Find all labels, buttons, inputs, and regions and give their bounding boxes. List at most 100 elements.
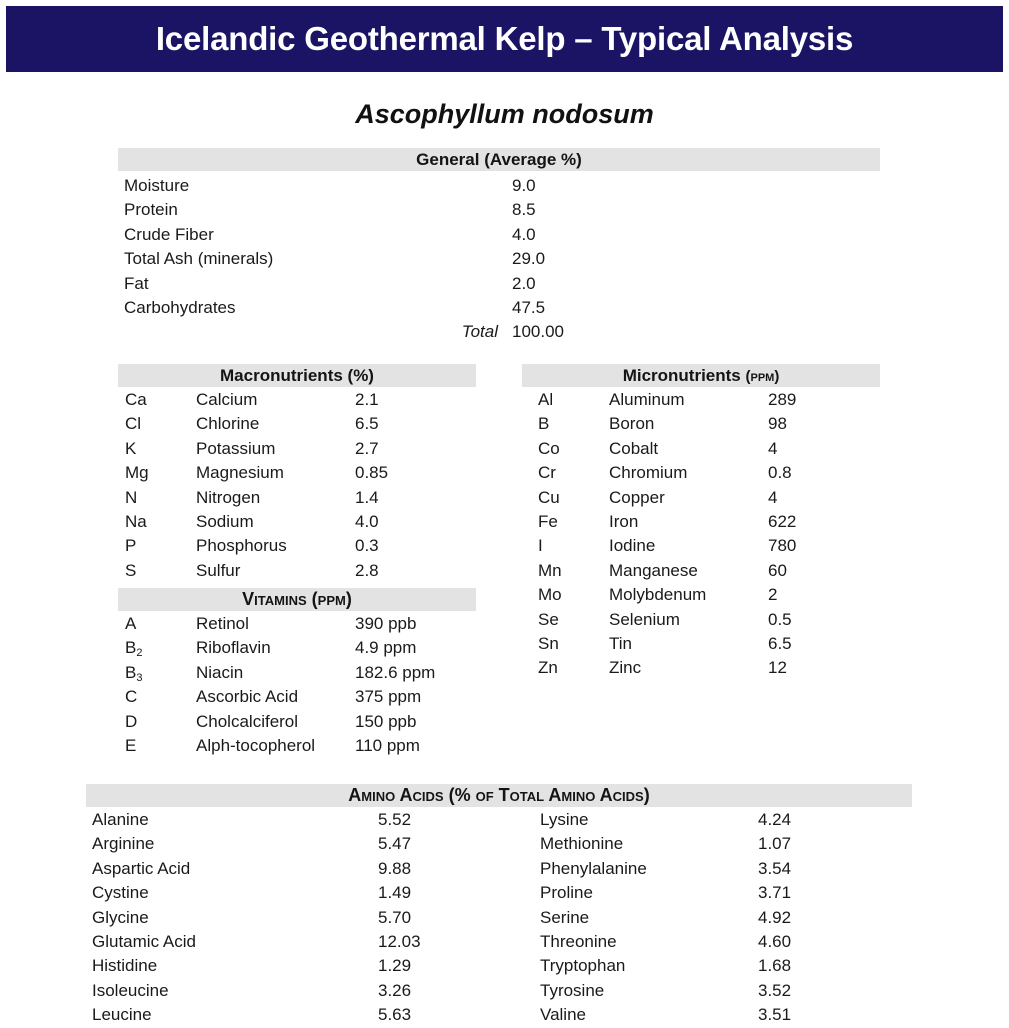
table-row: Zn Zinc 12 xyxy=(538,656,898,680)
macronutrient-name: Potassium xyxy=(196,438,276,458)
table-row: Arginine 5.47 Methionine 1.07 xyxy=(92,832,922,856)
micronutrient-value: 60 xyxy=(768,560,787,580)
general-label: Carbohydrates xyxy=(124,297,236,317)
general-label: Crude Fiber xyxy=(124,224,214,244)
amino-acid-value: 3.52 xyxy=(758,980,792,1000)
macronutrient-value: 6.5 xyxy=(355,414,379,434)
table-row: Cr Chromium 0.8 xyxy=(538,461,898,485)
amino-acid-value: 1.29 xyxy=(378,956,412,976)
vitamin-value: 182.6 ppm xyxy=(355,662,436,682)
micronutrient-symbol: Al xyxy=(538,390,554,409)
amino-acid-name: Lysine xyxy=(540,810,589,829)
macronutrient-name: Chlorine xyxy=(196,414,260,434)
micronutrient-value: 98 xyxy=(768,414,787,434)
table-row: K Potassium 2.7 xyxy=(125,437,485,461)
table-row: Isoleucine 3.26 Tyrosine 3.52 xyxy=(92,979,922,1003)
micronutrient-name: Zinc xyxy=(609,658,642,678)
table-row: Mo Molybdenum 2 xyxy=(538,583,898,607)
micronutrient-symbol: Zn xyxy=(538,658,558,678)
table-row: Co Cobalt 4 xyxy=(538,437,898,461)
general-total-label: Total xyxy=(461,322,498,341)
table-row: Cl Chlorine 6.5 xyxy=(125,412,485,436)
micronutrient-symbol: Cu xyxy=(538,487,560,507)
amino-acid-name: Phenylalanine xyxy=(540,858,647,878)
macronutrient-symbol: Mg xyxy=(125,463,149,483)
vitamin-name: Retinol xyxy=(196,614,249,633)
table-row: Cu Copper 4 xyxy=(538,486,898,510)
macronutrient-value: 1.4 xyxy=(355,487,379,507)
amino-acid-name: Tryptophan xyxy=(540,956,626,976)
amino-acid-name: Proline xyxy=(540,883,593,903)
macronutrient-value: 2.1 xyxy=(355,390,379,409)
vitamin-name: Cholcalciferol xyxy=(196,711,299,731)
micronutrient-name: Copper xyxy=(609,487,665,507)
macronutrient-name: Sulfur xyxy=(196,560,241,580)
macronutrient-symbol: N xyxy=(125,487,138,507)
general-value: 9.0 xyxy=(512,176,536,195)
vitamin-name: Riboflavin xyxy=(196,638,271,658)
vitamin-symbol: A xyxy=(125,614,137,633)
table-row: Al Aluminum 289 xyxy=(538,388,898,412)
amino-acid-value: 3.51 xyxy=(758,1005,792,1025)
micronutrient-name: Iodine xyxy=(609,536,656,556)
amino-acid-name: Cystine xyxy=(92,883,149,903)
macronutrient-value: 0.3 xyxy=(355,536,379,556)
table-row: Crude Fiber 4.0 xyxy=(124,223,894,247)
general-value: 2.0 xyxy=(512,273,536,293)
micronutrient-name: Aluminum xyxy=(609,390,685,409)
table-row: Aspartic Acid 9.88 Phenylalanine 3.54 xyxy=(92,857,922,881)
amino-acids-table: Alanine 5.52 Lysine 4.24 Arginine 5.47 Methion… xyxy=(92,808,922,1028)
general-label: Protein xyxy=(124,200,178,220)
amino-acid-value: 3.26 xyxy=(378,980,412,1000)
general-value: 4.0 xyxy=(512,224,536,244)
table-row: Glycine 5.70 Serine 4.92 xyxy=(92,906,922,930)
amino-acid-name: Isoleucine xyxy=(92,980,169,1000)
micronutrient-name: Molybdenum xyxy=(609,585,707,605)
vitamin-value: 110 ppm xyxy=(355,735,420,755)
table-row: Se Selenium 0.5 xyxy=(538,608,898,632)
amino-acid-name: Alanine xyxy=(92,810,149,829)
table-row: E Alph-tocopherol 110 ppm xyxy=(125,734,485,758)
vitamin-symbol: C xyxy=(125,687,138,707)
table-row: P Phosphorus 0.3 xyxy=(125,534,485,558)
amino-acid-value: 4.60 xyxy=(758,931,792,951)
general-label: Total Ash (minerals) xyxy=(124,249,274,269)
micronutrient-symbol: Cr xyxy=(538,463,556,483)
vitamin-value: 4.9 ppm xyxy=(355,638,417,658)
amino-acid-name: Methionine xyxy=(540,834,624,854)
vitamin-name: Alph-tocopherol xyxy=(196,735,316,755)
table-row: B2 Riboflavin 4.9 ppm xyxy=(125,636,485,660)
vitamin-value: 375 ppm xyxy=(355,687,422,707)
general-total-row: Total 100.00 xyxy=(124,320,894,344)
micronutrient-value: 0.8 xyxy=(768,463,792,483)
macronutrient-value: 2.8 xyxy=(355,560,379,580)
micronutrient-value: 12 xyxy=(768,658,787,678)
micronutrient-value: 289 xyxy=(768,390,797,409)
micronutrient-value: 622 xyxy=(768,511,797,531)
amino-acid-value: 5.70 xyxy=(378,907,412,927)
amino-acid-value: 1.68 xyxy=(758,956,792,976)
amino-acid-value: 12.03 xyxy=(378,931,421,951)
amino-acid-name: Glycine xyxy=(92,907,149,927)
macronutrient-name: Magnesium xyxy=(196,463,284,483)
table-row: D Cholcalciferol 150 ppb xyxy=(125,710,485,734)
amino-acid-name: Glutamic Acid xyxy=(92,931,196,951)
micronutrient-name: Boron xyxy=(609,414,655,434)
micronutrient-symbol: Mo xyxy=(538,585,562,605)
micronutrient-symbol: I xyxy=(538,536,543,556)
vitamin-symbol: E xyxy=(125,735,137,755)
macronutrient-symbol: P xyxy=(125,536,137,556)
table-row: Carbohydrates 47.5 xyxy=(124,296,894,320)
table-row: C Ascorbic Acid 375 ppm xyxy=(125,685,485,709)
table-row: I Iodine 780 xyxy=(538,534,898,558)
micronutrient-symbol: Fe xyxy=(538,511,558,531)
micronutrients-section-header: Micronutrients (ppm) xyxy=(522,364,880,387)
table-row: Ca Calcium 2.1 xyxy=(125,388,485,412)
species-name: Ascophyllum nodosum xyxy=(355,99,654,129)
micronutrients-header-main: Micronutrients xyxy=(622,366,741,385)
amino-acid-value: 1.07 xyxy=(758,834,792,854)
table-row: Total Ash (minerals) 29.0 xyxy=(124,247,894,271)
table-row: B Boron 98 xyxy=(538,412,898,436)
table-row: Histidine 1.29 Tryptophan 1.68 xyxy=(92,954,922,978)
amino-acid-value: 5.47 xyxy=(378,834,412,854)
